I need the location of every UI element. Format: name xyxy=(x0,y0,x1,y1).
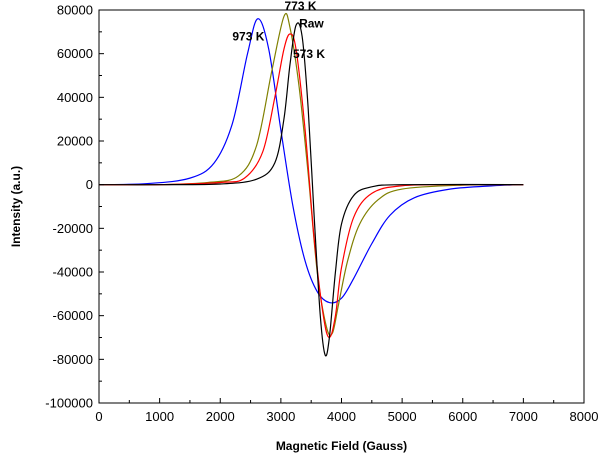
y-tick-label: -80000 xyxy=(53,352,93,367)
plot-frame xyxy=(98,9,585,404)
annotation-label: 973 K xyxy=(232,30,264,44)
x-tick-label: 7000 xyxy=(509,409,538,424)
series-line-raw xyxy=(98,22,524,357)
y-tick-label: -100000 xyxy=(45,396,93,411)
series-layer xyxy=(98,12,524,357)
y-tick-label: 40000 xyxy=(57,90,93,105)
y-tick-label: 80000 xyxy=(57,3,93,18)
annotation-label: Raw xyxy=(299,16,324,30)
x-tick-label: 3000 xyxy=(266,409,295,424)
y-tick-label: 60000 xyxy=(57,46,93,61)
x-tick-label: 0 xyxy=(95,409,102,424)
y-tick-label: -40000 xyxy=(53,265,93,280)
y-axis: 80000 60000 40000 20000 0 -20000 -40000 -60000 -… xyxy=(45,3,104,411)
annotation-label: 573 K xyxy=(293,47,325,61)
annotation-label: 773 K xyxy=(285,0,317,13)
series-line-973-k xyxy=(98,18,524,304)
x-tick-label: 8000 xyxy=(570,409,599,424)
series-line-573-k xyxy=(98,33,524,339)
y-tick-label: -60000 xyxy=(53,308,93,323)
x-tick-label: 2000 xyxy=(206,409,235,424)
x-tick-label: 1000 xyxy=(145,409,174,424)
x-tick-label: 5000 xyxy=(388,409,417,424)
x-tick-label: 4000 xyxy=(327,409,356,424)
y-tick-label: 20000 xyxy=(57,134,93,149)
series-line-773-k xyxy=(98,12,524,336)
y-axis-title: Intensity (a.u.) xyxy=(9,166,23,247)
y-tick-label: 0 xyxy=(86,177,93,192)
x-axis: 0 1000 2000 3000 4000 5000 6000 7000 8000 xyxy=(95,398,598,424)
x-tick-label: 6000 xyxy=(448,409,477,424)
y-tick-label: -20000 xyxy=(53,221,93,236)
plot-area xyxy=(98,9,585,404)
annotations: 773 K 973 K Raw 573 K xyxy=(232,0,325,61)
x-axis-title: Magnetic Field (Gauss) xyxy=(276,439,407,453)
